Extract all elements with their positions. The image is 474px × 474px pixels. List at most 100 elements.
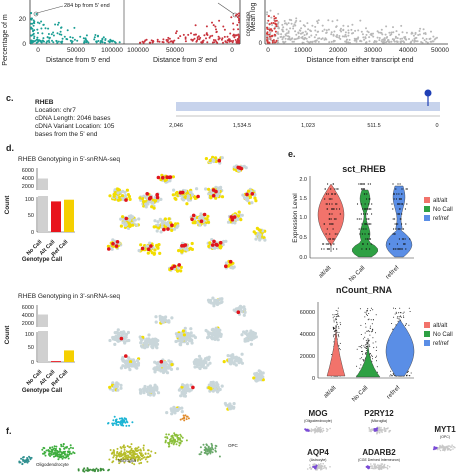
panel-e-top-violin-alt: [317, 183, 345, 252]
panel-f-marker-cell: [378, 431, 381, 434]
panel-d-umap-bottom-cell: [136, 359, 140, 363]
panel-e-bottom-point: [372, 309, 374, 311]
panel-d-umap-top-cell: [239, 218, 243, 222]
panel-d-umap-top-alt-cell: [165, 175, 169, 179]
panel-e-top-point: [398, 238, 400, 240]
panel-d-umap-top-cell: [185, 202, 189, 206]
panel-d-bottom-bar-alt-call: [51, 361, 61, 362]
panel-f-cell: [211, 451, 214, 454]
panel-e-bottom-point: [375, 332, 376, 334]
panel-b-point: [365, 41, 367, 44]
panel-b-point: [283, 20, 286, 22]
panel-a-right-point: [228, 40, 231, 43]
panel-a-right-point: [150, 39, 153, 42]
panel-a-left-point: [63, 35, 66, 38]
panel-b-point: [272, 22, 275, 24]
panel-f-cell: [117, 424, 120, 426]
panel-e-top-point: [363, 228, 365, 230]
panel-e-top-legend-ref: ref/ref: [433, 216, 449, 222]
panel-f-cell: [89, 468, 92, 471]
panel-f-cell: [72, 447, 74, 450]
panel-e-bottom-point: [333, 341, 335, 343]
panel-e-top-point: [406, 203, 408, 205]
panel-b-point: [268, 27, 270, 30]
panel-f-cell: [118, 417, 121, 420]
panel-e-top-point: [370, 243, 372, 245]
panel-e-top-point: [364, 203, 366, 205]
panel-d-umap-top-cell: [220, 156, 224, 160]
panel-e-title-top: sct_RHEB: [342, 164, 386, 174]
panel-d-umap-top-cell: [155, 229, 159, 233]
panel-d-umap-top-cell: [127, 194, 131, 199]
panel-d-umap-bottom-cell: [232, 402, 236, 406]
panel-f-cell: [64, 456, 67, 459]
panel-d-umap-top-cell: [210, 238, 214, 242]
panel-b-point: [270, 16, 273, 19]
panel-b-point: [304, 36, 307, 39]
panel-d-umap-bottom-cell: [124, 335, 128, 339]
panel-a-right-point: [190, 38, 193, 41]
panel-d-umap-bottom-cell: [254, 378, 258, 382]
panel-a-left-point: [52, 34, 55, 37]
panel-e-top-point: [369, 223, 371, 225]
panel-f-cell: [102, 469, 105, 472]
panel-e-bottom-point: [332, 334, 334, 336]
panel-b-points: [266, 9, 438, 44]
panel-e-top-point: [395, 198, 397, 200]
panel-d-umap-top-cell: [170, 228, 174, 232]
panel-e-top-point: [358, 183, 360, 185]
panel-a-left-point: [69, 39, 72, 42]
panel-f-cell: [68, 447, 71, 450]
panel-b-point: [347, 31, 350, 34]
panel-b-point: [314, 25, 317, 28]
panel-d-umap-bottom-cell: [148, 393, 152, 397]
panel-e-top-point: [399, 203, 401, 205]
panel-a-right-point: [167, 41, 170, 44]
panel-f-marker-cell: [319, 430, 321, 432]
panel-d-umap-top-cell: [152, 206, 156, 210]
panel-a-left-point: [61, 37, 64, 40]
panel-b-point: [416, 40, 419, 43]
panel-f-cell: [125, 424, 128, 427]
panel-f-marker-cell: [314, 431, 316, 434]
panel-b-point: [267, 15, 270, 18]
panel-d-top-bar-ref-call: [64, 199, 74, 232]
panel-e-bottom-point: [367, 314, 368, 316]
panel-f-marker-cell: [327, 428, 329, 431]
panel-d-umap-bottom-cell: [174, 332, 178, 336]
panel-e-bottom-point: [356, 348, 358, 350]
panel-b-point: [345, 35, 348, 38]
panel-b-point: [344, 33, 347, 36]
panel-d-bottom-xlabel: Genotype Call: [22, 388, 63, 394]
panel-e-top-point: [330, 223, 332, 225]
panel-a-right-point: [238, 17, 240, 20]
panel-f-cell: [112, 419, 115, 422]
panel-f-cell: [60, 443, 63, 446]
panel-e-top-point: [325, 193, 328, 195]
panel-a-right-point: [201, 40, 204, 43]
panel-e-bottom-point: [338, 336, 340, 338]
panel-e-top-point: [365, 248, 367, 250]
panel-d-umap-bottom-cell: [197, 361, 201, 365]
panel-f-cell: [142, 454, 145, 457]
panel-e-bottom-point: [364, 332, 366, 334]
panel-d-umap-top-cell: [257, 235, 261, 239]
panel-d-umap-bottom-cell: [243, 307, 247, 311]
panel-a-right-point: [206, 41, 209, 44]
panel-e-top-cat-0: alt/alt: [318, 265, 333, 280]
panel-b-point: [299, 20, 302, 23]
panel-d-umap-bottom-cell: [152, 393, 156, 397]
panel-e-bottom-point: [390, 370, 392, 372]
panel-d-umap-bottom-cell: [170, 363, 174, 367]
panel-c-tick-1: 1,534.5: [233, 123, 251, 129]
panel-e-top-point: [326, 203, 328, 205]
panel-d-umap-bottom-cell: [131, 358, 135, 362]
panel-a-left-point: [118, 41, 121, 44]
panel-f-marker-myt1: MYT1: [434, 425, 456, 434]
panel-e-bottom-point: [336, 324, 338, 325]
panel-d-umap-top-alt-cell: [238, 166, 242, 170]
panel-f-cell: [109, 449, 112, 451]
panel-f-marker-cell: [452, 448, 454, 450]
panel-b-point: [388, 31, 391, 34]
panel-d-umap-top-cell: [139, 243, 143, 247]
